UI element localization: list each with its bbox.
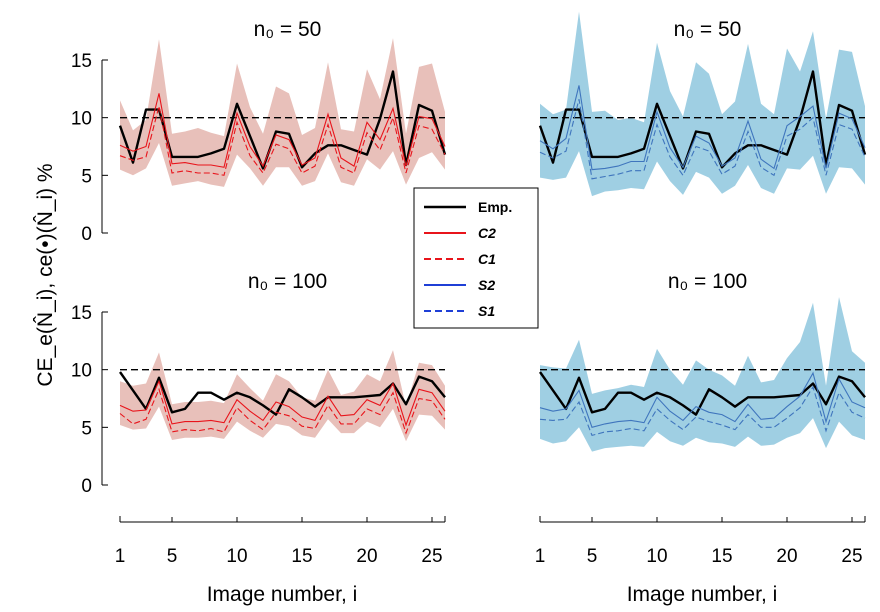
panel-1: n₀ = 50 [118, 18, 447, 187]
panel-4: n₀ = 100 [539, 270, 866, 452]
series-emp-line [539, 371, 866, 416]
y-tick-label: 0 [81, 224, 92, 245]
series-s1-line [539, 99, 866, 180]
confidence-band [540, 297, 865, 452]
plot-area: n₀ = 50 n₀ = 50 n₀ = 100 n₀ = 100 [118, 11, 867, 452]
x-axis-title-right: Image number, i [627, 583, 778, 606]
confidence-band [120, 350, 445, 442]
x-tick-label: 1 [535, 546, 546, 567]
panel-title: n₀ = 50 [674, 18, 742, 41]
confidence-band [540, 11, 865, 197]
series-c1-line [119, 387, 446, 435]
x-tick-label: 5 [167, 546, 178, 567]
confidence-band [120, 38, 445, 187]
x-tick-label: 20 [356, 546, 377, 567]
panel-2: n₀ = 50 [538, 11, 867, 197]
y-tick-label: 5 [81, 418, 92, 439]
legend-label-c1: C1 [478, 251, 496, 267]
legend-label-s2: S2 [478, 277, 495, 293]
panel-title: n₀ = 100 [248, 270, 327, 293]
y-tick-label: 10 [71, 361, 92, 382]
y-tick-label: 15 [71, 51, 92, 72]
x-tick-label: 25 [841, 546, 862, 567]
x-tick-label: 15 [711, 546, 732, 567]
legend-label-c2: C2 [478, 225, 496, 241]
series-emp-line [538, 70, 867, 170]
series-s2-line [539, 85, 866, 171]
series-c2-line [119, 93, 446, 168]
x-tick-label: 25 [421, 546, 442, 567]
panel-3: n₀ = 100 [119, 270, 446, 442]
y-tick-label: 15 [71, 303, 92, 324]
panel-title: n₀ = 100 [668, 270, 747, 293]
panel-title: n₀ = 50 [254, 18, 322, 41]
x-tick-label: 20 [776, 546, 797, 567]
series-emp-line [118, 70, 447, 170]
x-tick-label: 5 [587, 546, 598, 567]
series-c2-line [119, 379, 446, 427]
y-tick-label: 0 [81, 476, 92, 497]
x-tick-label: 10 [646, 546, 667, 567]
x-axis-title-left: Image number, i [207, 583, 358, 606]
x-tick-label: 10 [226, 546, 247, 567]
legend: Emp. C2 C1 S2 S1 [413, 187, 539, 329]
y-axis-title: CE_e(N̂_i), ce(•)(N̂_i) % [34, 163, 57, 386]
x-tick-label: 15 [291, 546, 312, 567]
legend-label-s1: S1 [478, 303, 495, 319]
series-emp-line [119, 371, 446, 416]
x-tick-label: 1 [115, 546, 126, 567]
legend-label-emp: Emp. [478, 199, 512, 215]
legend-box [413, 187, 539, 329]
series-c1-line [119, 105, 446, 176]
series-s1-line [539, 385, 866, 437]
y-tick-label: 5 [81, 166, 92, 187]
series-s2-line [539, 371, 866, 428]
y-tick-label: 10 [71, 109, 92, 130]
